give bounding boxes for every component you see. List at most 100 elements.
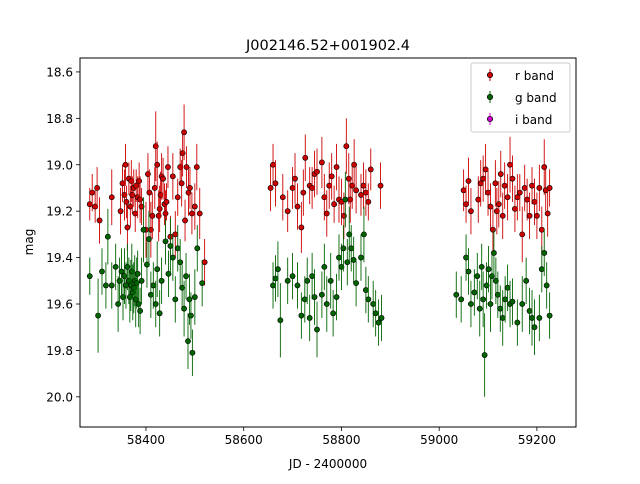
y-tick-label: 18.8: [46, 112, 73, 126]
plot-points: [86, 104, 553, 397]
g-band-point: [112, 263, 119, 270]
r-band-point: [460, 187, 467, 194]
r-band-point: [136, 178, 143, 184]
r-band-point: [524, 196, 531, 203]
g-band-point: [147, 291, 154, 298]
r-band-point: [343, 143, 350, 150]
g-band-point: [494, 291, 501, 298]
g-band-point: [327, 277, 334, 284]
g-band-point: [487, 301, 494, 307]
r-band-point: [321, 194, 328, 201]
g-band-point: [378, 315, 385, 321]
r-band-point: [117, 208, 124, 215]
g-band-point: [294, 282, 301, 289]
g-band-point: [172, 296, 179, 303]
g-band-point: [483, 282, 490, 289]
r-band-point: [534, 212, 540, 219]
x-tick-label: 59000: [420, 433, 458, 447]
r-band-point: [108, 194, 115, 201]
r-band-point: [121, 192, 128, 198]
g-band-point: [497, 305, 504, 312]
r-band-point: [128, 178, 135, 184]
legend-entry-i-band: i band: [486, 113, 552, 127]
r-band-point: [187, 185, 193, 191]
g-band-point: [289, 273, 296, 280]
g-band-point: [458, 296, 465, 303]
r-band-point: [501, 182, 508, 189]
g-band-point: [481, 352, 488, 358]
r-band-point: [309, 185, 316, 191]
r-band-point: [156, 205, 163, 212]
r-band-point: [284, 208, 291, 215]
r-band-point: [157, 192, 164, 198]
r-band-point: [493, 208, 500, 215]
g-band-point: [301, 296, 308, 303]
r-band-point: [298, 224, 305, 231]
r-band-point: [189, 210, 195, 217]
r-band-point: [353, 187, 359, 194]
g-band-point: [489, 273, 495, 280]
r-band-point: [122, 161, 129, 168]
r-band-point: [536, 185, 543, 191]
g-band-point: [526, 308, 533, 314]
g-band-point: [370, 301, 377, 307]
g-band-point: [306, 315, 313, 321]
r-band-point: [96, 217, 103, 224]
r-band-point: [475, 196, 482, 203]
x-tick-label: 58600: [225, 433, 263, 447]
g-band-point: [485, 266, 492, 273]
g-band-point: [167, 243, 174, 249]
g-band-point: [95, 312, 101, 319]
g-band-point: [474, 273, 481, 280]
g-band-point: [298, 312, 305, 319]
g-band-point: [104, 233, 111, 240]
g-band-point: [509, 298, 516, 305]
r-band-point: [544, 210, 551, 217]
r-band-point: [318, 159, 325, 166]
g-band-point: [309, 273, 316, 280]
r-band-point: [526, 212, 533, 219]
r-band-point: [497, 171, 504, 177]
r-band-point: [178, 180, 185, 187]
r-band-point: [160, 175, 166, 182]
g-band-point: [270, 282, 276, 289]
y-tick-label: 18.6: [46, 65, 73, 79]
r-band-point: [300, 189, 307, 196]
y-tick-label: 20.0: [46, 390, 73, 404]
r-band-point: [360, 182, 367, 189]
legend-entry-r-band: r band: [486, 69, 554, 83]
r-band-point: [367, 166, 374, 173]
r-band-point: [151, 185, 158, 191]
r-band-point: [294, 203, 301, 210]
r-band-point: [531, 198, 538, 205]
r-band-point: [362, 189, 369, 196]
legend-i-band-label: i band: [515, 113, 552, 127]
g-band-point: [272, 275, 279, 282]
g-band-point: [361, 231, 367, 238]
r-band-point: [289, 185, 296, 191]
r-band-point: [507, 161, 513, 168]
g-band-point: [275, 266, 281, 273]
g-band-point: [344, 259, 351, 266]
g-band-point: [118, 268, 125, 275]
r-band-point: [482, 166, 489, 173]
x-axis-ticks: 58400 58600 58800 59000 59200: [127, 427, 556, 447]
r-band-point: [331, 201, 338, 208]
g-band-point: [499, 315, 506, 321]
g-band-point: [523, 277, 530, 284]
r-band-point: [326, 182, 333, 189]
g-band-point: [468, 301, 474, 307]
g-band-point: [476, 305, 483, 312]
r-band-point: [365, 198, 372, 205]
g-band-point: [156, 310, 163, 317]
g-band-point: [150, 282, 157, 289]
g-band-point: [194, 245, 201, 252]
g-band-point: [340, 245, 347, 252]
g-band-point: [137, 308, 144, 314]
g-band-point: [181, 305, 187, 312]
legend: r band g band i band: [470, 62, 571, 133]
x-tick-label: 58400: [127, 433, 165, 447]
g-band-point: [116, 277, 123, 284]
r-band-point: [529, 182, 535, 189]
